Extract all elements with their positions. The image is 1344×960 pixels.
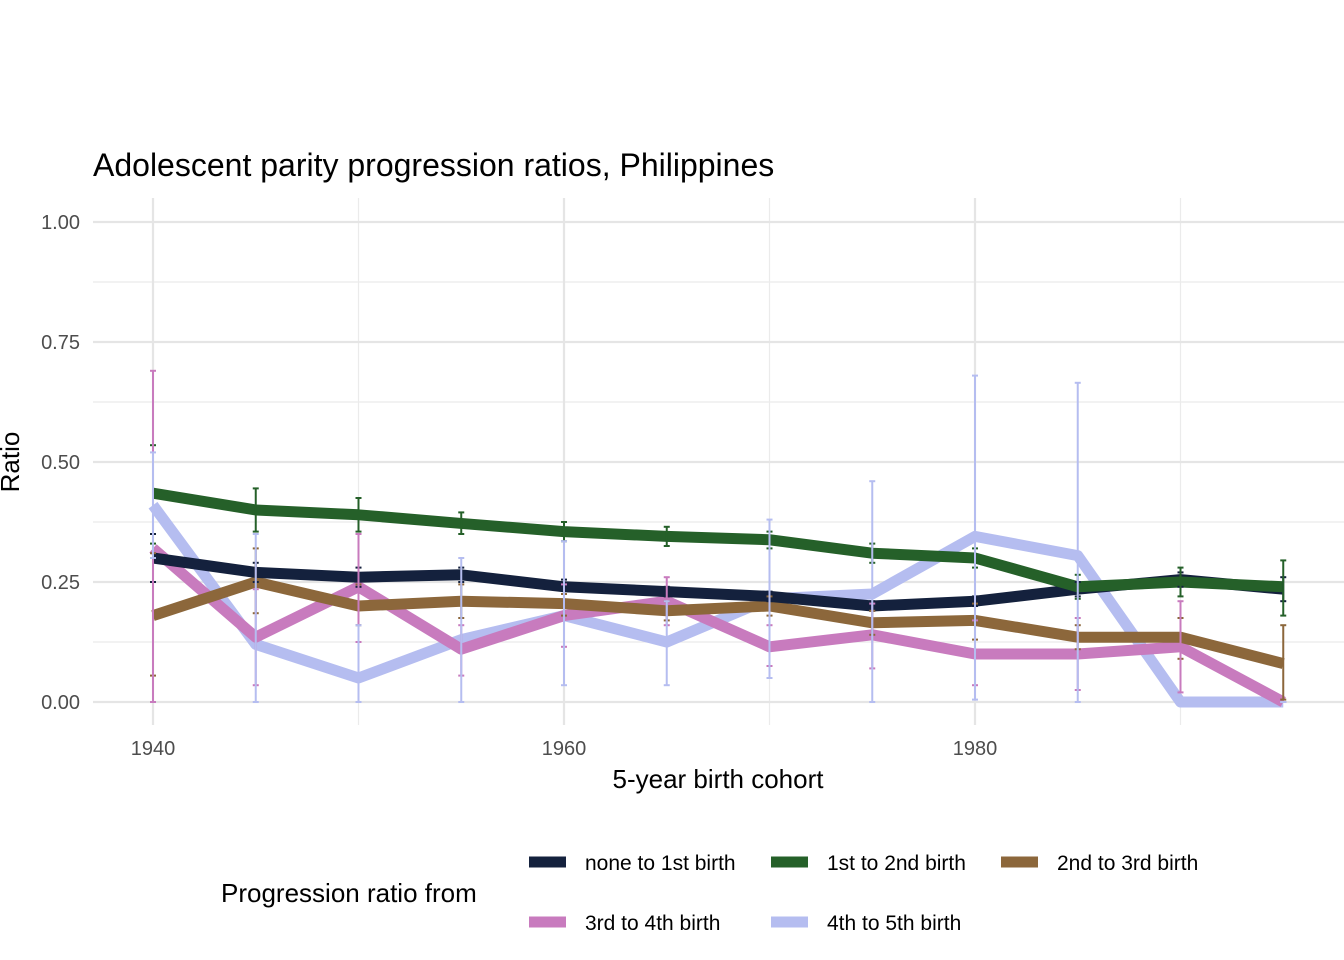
y-tick-label: 0.50 [41,452,80,474]
series-line-3 [149,544,1286,707]
chart-title: Adolescent parity progression ratios, Ph… [93,147,774,183]
error-bar [1177,566,1184,598]
error-bar [561,540,567,687]
error-bar [663,525,670,547]
legend-label: 1st to 2nd birth [827,852,966,875]
x-tick-labels: 1940 1960 1980 [131,738,998,760]
error-bar [458,511,465,535]
x-tick-label: 1940 [131,738,176,760]
error-bar [252,533,259,703]
legend: Progression ratio from none to 1st birth… [221,852,1198,935]
y-tick-label: 1.00 [41,212,80,234]
error-bar [150,451,156,559]
error-bar [972,374,978,701]
x-axis-title: 5-year birth cohort [613,764,825,794]
error-bar [1177,600,1184,694]
error-bar [1280,624,1287,701]
y-tick-label: 0.25 [41,572,80,594]
error-bar [1280,559,1287,617]
x-tick-label: 1960 [542,738,587,760]
legend-label: 2nd to 3rd birth [1057,852,1198,875]
error-bar [355,497,362,533]
legend-title: Progression ratio from [221,878,477,908]
series-lines [148,487,1286,708]
y-tick-label: 0.00 [41,692,80,714]
legend-label: 4th to 5th birth [827,912,961,935]
error-bar [766,518,773,679]
series-line-2 [151,576,1285,669]
x-tick-label: 1980 [953,738,998,760]
error-bar [355,624,362,703]
y-axis-title: Ratio [0,432,25,493]
error-bar [252,487,259,533]
error-bar [458,557,465,703]
error-bars [150,369,1287,703]
error-bar [1074,381,1081,703]
y-tick-labels: 0.00 0.25 0.50 0.75 1.00 [41,212,80,714]
series-line-1 [152,487,1284,593]
error-bar [663,600,670,687]
legend-label: 3rd to 4th birth [585,912,720,935]
y-tick-label: 0.75 [41,332,80,354]
legend-label: none to 1st birth [585,852,736,875]
error-bar [869,480,876,703]
